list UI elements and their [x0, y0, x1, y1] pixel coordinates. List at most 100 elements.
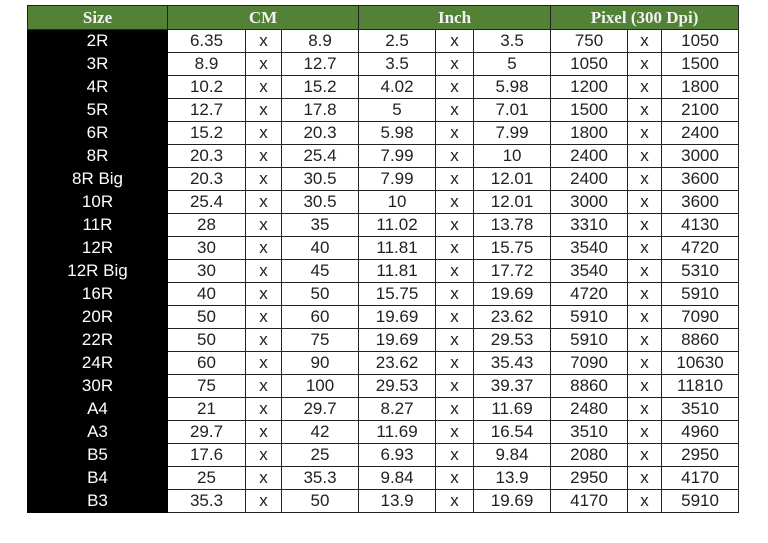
px-height-cell: 4720 [661, 236, 740, 260]
inch-height-cell: 11.69 [473, 397, 552, 421]
table-row: 6R 15.2 x 20.3 5.98 x 7.99 1800 x 2400 [27, 121, 740, 145]
inch-height-cell: 19.69 [473, 282, 552, 306]
table-row: 2R 6.35 x 8.9 2.5 x 3.5 750 x 1050 [27, 29, 740, 53]
separator-x: x [627, 144, 663, 168]
px-width-cell: 3540 [550, 236, 629, 260]
cm-height-cell: 15.2 [280, 75, 360, 99]
cm-height-cell: 12.7 [280, 52, 360, 76]
separator-x: x [245, 75, 282, 99]
px-width-cell: 2480 [550, 397, 629, 421]
table-row: 22R 50 x 75 19.69 x 29.53 5910 x 8860 [27, 328, 740, 352]
cm-width-cell: 30 [167, 236, 246, 260]
size-cell: 5R [27, 98, 168, 122]
separator-x: x [627, 190, 663, 214]
px-height-cell: 2400 [661, 121, 740, 145]
size-cell: B3 [27, 489, 168, 513]
size-cell: 20R [27, 305, 168, 329]
separator-x: x [435, 282, 475, 306]
separator-x: x [435, 420, 475, 444]
px-height-cell: 7090 [661, 305, 740, 329]
cm-width-cell: 8.9 [167, 52, 246, 76]
cm-height-cell: 60 [280, 305, 360, 329]
inch-width-cell: 11.81 [358, 236, 437, 260]
px-width-cell: 1500 [550, 98, 629, 122]
px-height-cell: 2100 [661, 98, 740, 122]
separator-x: x [435, 98, 475, 122]
size-cell: 30R [27, 374, 168, 398]
separator-x: x [435, 259, 475, 283]
inch-height-cell: 39.37 [473, 374, 552, 398]
separator-x: x [435, 121, 475, 145]
px-width-cell: 8860 [550, 374, 629, 398]
inch-width-cell: 11.81 [358, 259, 437, 283]
cm-height-cell: 100 [280, 374, 360, 398]
table-row: B3 35.3 x 50 13.9 x 19.69 4170 x 5910 [27, 489, 740, 513]
separator-x: x [435, 443, 475, 467]
inch-width-cell: 11.69 [358, 420, 437, 444]
separator-x: x [435, 190, 475, 214]
px-width-cell: 5910 [550, 305, 629, 329]
inch-width-cell: 5 [358, 98, 437, 122]
header-pixel: Pixel (300 Dpi) [550, 5, 740, 30]
separator-x: x [627, 75, 663, 99]
inch-width-cell: 19.69 [358, 328, 437, 352]
cm-height-cell: 50 [280, 282, 360, 306]
separator-x: x [627, 397, 663, 421]
header-size: Size [27, 5, 168, 30]
separator-x: x [435, 328, 475, 352]
table-row: B5 17.6 x 25 6.93 x 9.84 2080 x 2950 [27, 443, 740, 467]
table-row: 11R 28 x 35 11.02 x 13.78 3310 x 4130 [27, 213, 740, 237]
inch-height-cell: 10 [473, 144, 552, 168]
separator-x: x [435, 374, 475, 398]
cm-height-cell: 35 [280, 213, 360, 237]
inch-height-cell: 29.53 [473, 328, 552, 352]
inch-height-cell: 13.78 [473, 213, 552, 237]
separator-x: x [627, 282, 663, 306]
separator-x: x [627, 29, 663, 53]
px-height-cell: 10630 [661, 351, 740, 375]
cm-height-cell: 17.8 [280, 98, 360, 122]
separator-x: x [627, 443, 663, 467]
inch-height-cell: 13.9 [473, 466, 552, 490]
separator-x: x [435, 397, 475, 421]
table-row: 3R 8.9 x 12.7 3.5 x 5 1050 x 1500 [27, 52, 740, 76]
separator-x: x [245, 489, 282, 513]
cm-width-cell: 35.3 [167, 489, 246, 513]
cm-height-cell: 25 [280, 443, 360, 467]
px-width-cell: 3000 [550, 190, 629, 214]
px-height-cell: 3510 [661, 397, 740, 421]
cm-height-cell: 8.9 [280, 29, 360, 53]
px-width-cell: 7090 [550, 351, 629, 375]
separator-x: x [245, 144, 282, 168]
size-cell: 4R [27, 75, 168, 99]
separator-x: x [435, 75, 475, 99]
separator-x: x [245, 259, 282, 283]
inch-height-cell: 15.75 [473, 236, 552, 260]
size-cell: 8R Big [27, 167, 168, 191]
inch-width-cell: 3.5 [358, 52, 437, 76]
inch-width-cell: 2.5 [358, 29, 437, 53]
px-height-cell: 4130 [661, 213, 740, 237]
cm-height-cell: 90 [280, 351, 360, 375]
separator-x: x [435, 489, 475, 513]
px-height-cell: 4170 [661, 466, 740, 490]
separator-x: x [627, 305, 663, 329]
inch-width-cell: 9.84 [358, 466, 437, 490]
px-width-cell: 3310 [550, 213, 629, 237]
table-row: 24R 60 x 90 23.62 x 35.43 7090 x 10630 [27, 351, 740, 375]
cm-width-cell: 25 [167, 466, 246, 490]
inch-height-cell: 12.01 [473, 190, 552, 214]
photo-size-table: Size CM Inch Pixel (300 Dpi) 2R 6.35 x 8.9 2… [27, 5, 740, 513]
px-height-cell: 1800 [661, 75, 740, 99]
size-cell: 22R [27, 328, 168, 352]
size-cell: B5 [27, 443, 168, 467]
cm-height-cell: 20.3 [280, 121, 360, 145]
cm-height-cell: 25.4 [280, 144, 360, 168]
px-height-cell: 5310 [661, 259, 740, 283]
separator-x: x [627, 328, 663, 352]
inch-height-cell: 9.84 [473, 443, 552, 467]
cm-width-cell: 50 [167, 328, 246, 352]
inch-width-cell: 7.99 [358, 167, 437, 191]
separator-x: x [627, 236, 663, 260]
px-width-cell: 3510 [550, 420, 629, 444]
